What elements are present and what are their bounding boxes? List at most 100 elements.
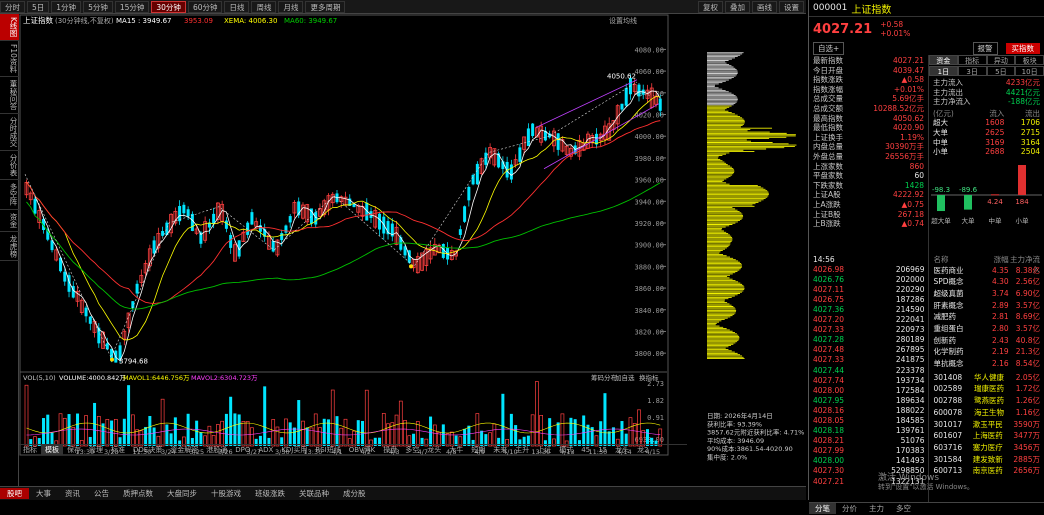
indicator-tab-9[interactable]: ADX [258,446,274,454]
bottom-tab-1[interactable]: 大事 [36,489,51,498]
left-tab-1[interactable]: F10资料 [0,41,19,77]
indicator-tab-5[interactable]: DDE决策 [133,446,163,454]
indicator-tab-12[interactable]: OBV博K [348,446,376,454]
period-tab-10[interactable]: 更多周期 [305,0,346,13]
alert-button[interactable]: 报警 [972,41,998,55]
indicator-tab-1[interactable]: 模板 [41,445,63,455]
stock-row[interactable]: 600713 南京医药 2656万 [929,465,1044,477]
left-tab-5[interactable]: 多空阵 [0,180,19,210]
period-tab-0[interactable]: 分时 [0,0,25,13]
indicator-tab-13[interactable]: 操盘 [383,446,398,454]
bottom-tab-6[interactable]: 十股游戏 [211,489,241,498]
indicator-tab-10[interactable]: KDJ买用 [281,446,308,454]
indicator-tab-18[interactable]: 未来 [493,446,508,454]
bottom-tab-3[interactable]: 公告 [94,489,109,498]
bottom-tab-7[interactable]: 班级涨跌 [255,489,285,498]
indicator-tab-22[interactable]: 45 [581,446,591,454]
period-tab-8[interactable]: 周线 [251,0,277,13]
stock-row[interactable]: 301017 漱玉平民 3590万 [929,419,1044,431]
sector-row[interactable]: 化学制药 2.19 21.3亿 [929,346,1044,358]
left-tab-0[interactable]: K线图 [0,14,19,41]
sector-row[interactable]: 重组蛋白 2.80 3.57亿 [929,323,1044,335]
bottom-tab-5[interactable]: 大盘同步 [167,489,197,498]
stat-label: 上证A股 [813,190,841,200]
indicator-tab-14[interactable]: 多空 [405,446,420,454]
bottom-tab-8[interactable]: 关联品种 [299,489,329,498]
toolbar-right-1[interactable]: 叠加 [725,0,750,13]
indicator-tab-20[interactable]: 上证 [537,446,552,454]
indicator-tab-8[interactable]: DPO [235,446,251,454]
indicator-tab-11[interactable]: RSI短线 [315,446,341,454]
stat-value: +0.01% [893,84,924,94]
right-tab-2[interactable]: 主力 [869,504,884,513]
toolbar-right-0[interactable]: 复权 [698,0,723,13]
indicator-tab-0[interactable]: 指标 [23,446,37,454]
sector-row[interactable]: 超级真菌 3.74 6.90亿 [929,288,1044,300]
fund-period-2[interactable]: 5日 [986,66,1016,76]
sector-name: SPD概念 [933,277,964,287]
sector-row[interactable]: 减肥药 2.81 8.69亿 [929,311,1044,323]
period-tab-1[interactable]: 5日 [27,0,50,13]
bottom-tab-9[interactable]: 成分股 [343,489,366,498]
stock-row[interactable]: 301584 建发致新 2885万 [929,454,1044,466]
period-tab-6[interactable]: 60分钟 [187,0,223,13]
indicator-tab-16[interactable]: 大牛 [449,446,464,454]
indicator-tab-23[interactable]: 15 [598,446,608,454]
left-tab-6[interactable]: 资金 [0,210,19,232]
stock-row[interactable]: 601607 上海医药 3477万 [929,430,1044,442]
left-tab-3[interactable]: 分时成交 [0,114,19,151]
indicator-tab-2[interactable]: 保存 [67,446,81,454]
fund-period-1[interactable]: 3日 [957,66,987,76]
indicator-tab-6[interactable]: 资金解密 [170,446,199,454]
bottom-tab-0[interactable]: 股吧 [0,488,29,499]
sector-row[interactable]: 医药商业 4.35 8.38亿 [929,265,1044,277]
bottom-tab-4[interactable]: 质押点数 [123,489,153,498]
left-tab-2[interactable]: 董秘问答 [0,77,19,114]
buy-index-button[interactable]: 买指数 [1005,42,1040,54]
left-tab-7[interactable]: 龙虎榜 [0,232,19,262]
bottom-tab-2[interactable]: 资讯 [65,489,80,498]
right-tab-1[interactable]: 分价 [842,504,857,513]
left-tab-4[interactable]: 分价表 [0,151,19,181]
kline-chart[interactable]: 上证指数 (30分钟线,不复权) MA15 : 3949.67 3953.09 XEMA… [19,14,807,486]
indicator-tab-7[interactable]: 港股通 [206,446,228,454]
stock-code: 601607 [933,431,963,441]
fund-tab-2[interactable]: 异动 [986,55,1016,65]
period-tab-4[interactable]: 15分钟 [114,0,150,13]
indicator-tab-24[interactable]: 龙头 [615,446,630,454]
tick-list[interactable]: 14:56 4026.98 206969 4026.76 202000 4027.11 22… [809,255,930,502]
fund-tab-0[interactable]: 资金 [929,55,958,65]
indicator-tab-4[interactable]: 标准 [111,446,125,454]
period-tab-3[interactable]: 5分钟 [83,0,113,13]
indicator-tab-15[interactable]: 龙头 [427,446,442,454]
period-tab-5[interactable]: 30分钟 [151,0,186,13]
stock-row[interactable]: 002589 瑞康医药 1.72亿 [929,383,1044,395]
period-tab-7[interactable]: 日线 [224,0,250,13]
toolbar-right-2[interactable]: 画线 [752,0,777,13]
indicator-tab-25[interactable]: 龙2 [637,446,649,454]
tick-volume: 220290 [895,284,925,294]
indicator-tab-21[interactable]: 模式 [559,446,574,454]
stock-row[interactable]: 002788 鹭燕医药 1.26亿 [929,395,1044,407]
sector-row[interactable]: 肝素概念 2.89 3.57亿 [929,300,1044,312]
indicator-tab-3[interactable]: 管理 [89,446,103,454]
stock-row[interactable]: 600078 海王生物 1.16亿 [929,407,1044,419]
fund-tab-3[interactable]: 板块 [1015,55,1044,65]
fund-period-3[interactable]: 10日 [1015,66,1044,76]
period-tab-9[interactable]: 月线 [278,0,304,13]
right-tab-3[interactable]: 多空 [896,504,911,513]
toolbar-right-3[interactable]: 设置 [779,0,804,13]
sector-row[interactable]: 创新药 2.43 40.8亿 [929,335,1044,347]
sector-row[interactable]: SPD概念 4.30 2.56亿 [929,276,1044,288]
indicator-tab-17[interactable]: 短期 [471,446,486,454]
add-watchlist-button[interactable]: 自选+ [813,41,845,55]
indicator-tab-19[interactable]: 主升 [515,446,530,454]
stock-row[interactable]: 301408 华人健康 2.05亿 [929,372,1044,384]
sector-head: 名称 涨幅 主力净流入 [929,255,1044,274]
fund-period-0[interactable]: 1日 [929,66,958,76]
period-tab-2[interactable]: 1分钟 [51,0,82,13]
fund-tab-1[interactable]: 指标 [957,55,987,65]
stock-row[interactable]: 603716 塞力医疗 3456万 [929,442,1044,454]
sector-row[interactable]: 单抗概念 2.16 8.54亿 [929,358,1044,370]
right-tab-0[interactable]: 分笔 [809,503,836,514]
